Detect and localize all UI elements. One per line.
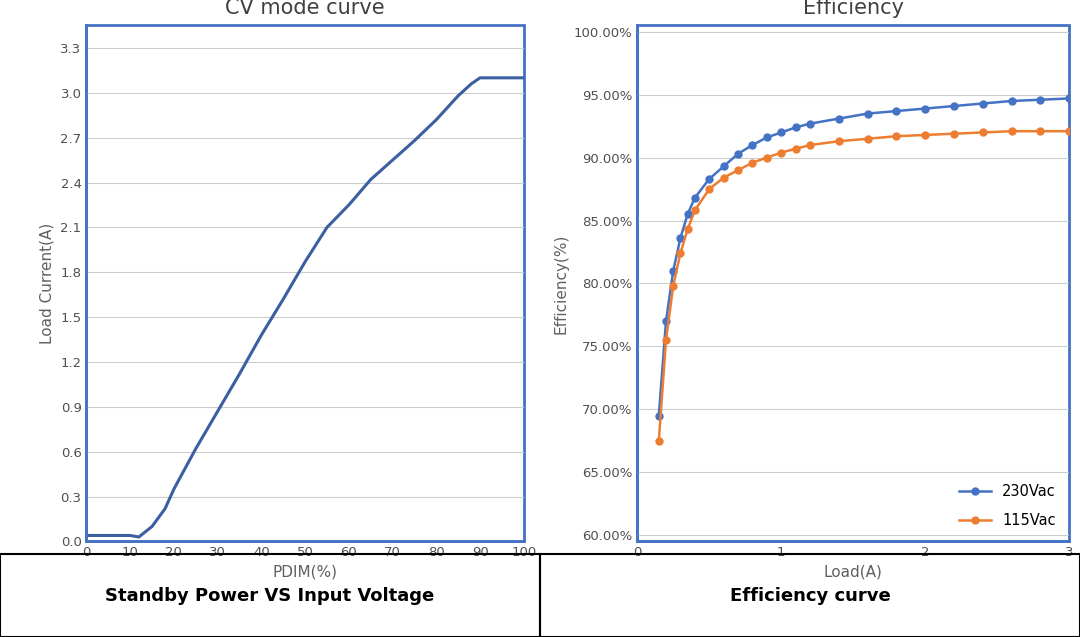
Y-axis label: Efficiency(%): Efficiency(%)	[553, 233, 568, 334]
X-axis label: PDIM(%): PDIM(%)	[272, 565, 338, 580]
Text: Efficiency curve: Efficiency curve	[730, 587, 890, 605]
Title: CV mode curve: CV mode curve	[226, 0, 384, 18]
Y-axis label: Load Current(A): Load Current(A)	[40, 223, 55, 344]
Text: Standby Power VS Input Voltage: Standby Power VS Input Voltage	[106, 587, 434, 605]
X-axis label: Load(A): Load(A)	[824, 565, 882, 580]
Legend: 230Vac, 115Vac: 230Vac, 115Vac	[953, 478, 1062, 534]
Title: Efficiency: Efficiency	[802, 0, 904, 18]
Bar	[637, 25, 1069, 541]
Bar	[86, 25, 524, 541]
